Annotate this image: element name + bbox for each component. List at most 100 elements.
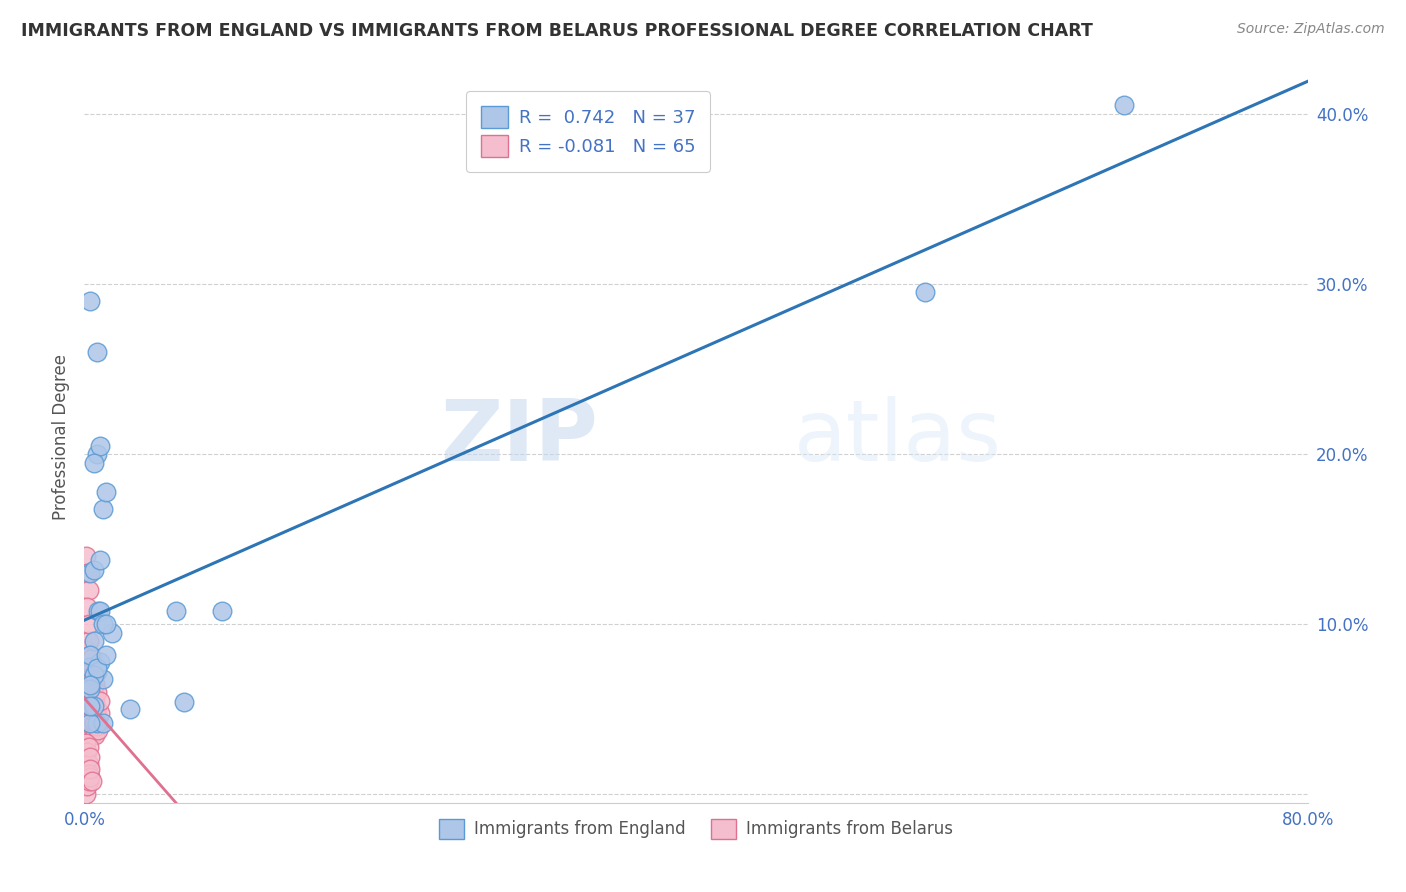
Point xyxy=(94,648,117,662)
Point xyxy=(75,549,97,563)
Point xyxy=(77,655,100,669)
Point xyxy=(83,668,105,682)
Point xyxy=(89,552,111,566)
Point xyxy=(83,563,105,577)
Point xyxy=(75,651,97,665)
Point xyxy=(83,668,105,682)
Point xyxy=(79,715,101,730)
Point xyxy=(76,677,98,691)
Point xyxy=(86,719,108,733)
Point xyxy=(77,756,100,771)
Point xyxy=(75,685,97,699)
Point xyxy=(79,750,101,764)
Point xyxy=(76,566,98,581)
Point xyxy=(79,762,101,776)
Point xyxy=(83,702,105,716)
Point xyxy=(94,617,117,632)
Point xyxy=(84,728,107,742)
Legend: Immigrants from England, Immigrants from Belarus: Immigrants from England, Immigrants from… xyxy=(433,812,959,846)
Point xyxy=(75,753,97,767)
Point xyxy=(89,694,111,708)
Point xyxy=(91,715,114,730)
Point xyxy=(76,694,98,708)
Point xyxy=(83,685,105,699)
Point xyxy=(77,689,100,703)
Point xyxy=(89,706,111,720)
Point xyxy=(89,604,111,618)
Point xyxy=(101,625,124,640)
Point xyxy=(120,702,142,716)
Point xyxy=(76,779,98,793)
Point xyxy=(89,655,111,669)
Point xyxy=(80,711,103,725)
Point xyxy=(79,566,101,581)
Point xyxy=(79,681,101,696)
Point xyxy=(75,702,97,716)
Point xyxy=(75,770,97,784)
Point xyxy=(76,642,98,657)
Point xyxy=(94,484,117,499)
Point xyxy=(77,681,100,696)
Point xyxy=(173,695,195,709)
Point xyxy=(77,634,100,648)
Point xyxy=(91,501,114,516)
Point xyxy=(211,604,233,618)
Point xyxy=(87,723,110,737)
Point xyxy=(83,715,105,730)
Point xyxy=(84,694,107,708)
Point xyxy=(77,767,100,781)
Point xyxy=(77,698,100,713)
Point xyxy=(914,285,936,300)
Point xyxy=(75,668,97,682)
Point xyxy=(79,694,101,708)
Point xyxy=(86,665,108,679)
Point xyxy=(83,634,105,648)
Point xyxy=(76,600,98,615)
Point xyxy=(83,723,105,737)
Point xyxy=(79,648,101,662)
Point xyxy=(86,715,108,730)
Text: IMMIGRANTS FROM ENGLAND VS IMMIGRANTS FROM BELARUS PROFESSIONAL DEGREE CORRELATI: IMMIGRANTS FROM ENGLAND VS IMMIGRANTS FR… xyxy=(21,22,1092,40)
Point xyxy=(83,456,105,470)
Point xyxy=(76,762,98,776)
Point xyxy=(80,685,103,699)
Point xyxy=(77,583,100,598)
Point xyxy=(77,668,100,682)
Point xyxy=(77,719,100,733)
Point xyxy=(84,706,107,720)
Point xyxy=(75,787,97,801)
Point xyxy=(79,293,101,308)
Point xyxy=(76,659,98,673)
Point xyxy=(79,665,101,679)
Point xyxy=(77,773,100,788)
Point xyxy=(83,698,105,713)
Point xyxy=(87,604,110,618)
Point xyxy=(79,677,101,691)
Point xyxy=(79,706,101,720)
Point xyxy=(77,617,100,632)
Point xyxy=(89,439,111,453)
Point xyxy=(75,736,97,750)
Point xyxy=(86,702,108,716)
Text: ZIP: ZIP xyxy=(440,395,598,479)
Point xyxy=(79,678,101,692)
Point xyxy=(79,698,101,713)
Point xyxy=(80,651,103,665)
Point xyxy=(77,659,100,673)
Text: Source: ZipAtlas.com: Source: ZipAtlas.com xyxy=(1237,22,1385,37)
Point xyxy=(79,770,101,784)
Y-axis label: Professional Degree: Professional Degree xyxy=(52,354,70,520)
Point xyxy=(76,745,98,759)
Point xyxy=(87,711,110,725)
Point xyxy=(86,661,108,675)
Point xyxy=(91,617,114,632)
Point xyxy=(86,685,108,699)
Text: atlas: atlas xyxy=(794,395,1002,479)
Point xyxy=(76,711,98,725)
Point xyxy=(77,739,100,754)
Point xyxy=(91,672,114,686)
Point xyxy=(80,773,103,788)
Point xyxy=(80,728,103,742)
Point xyxy=(86,345,108,359)
Point xyxy=(77,706,100,720)
